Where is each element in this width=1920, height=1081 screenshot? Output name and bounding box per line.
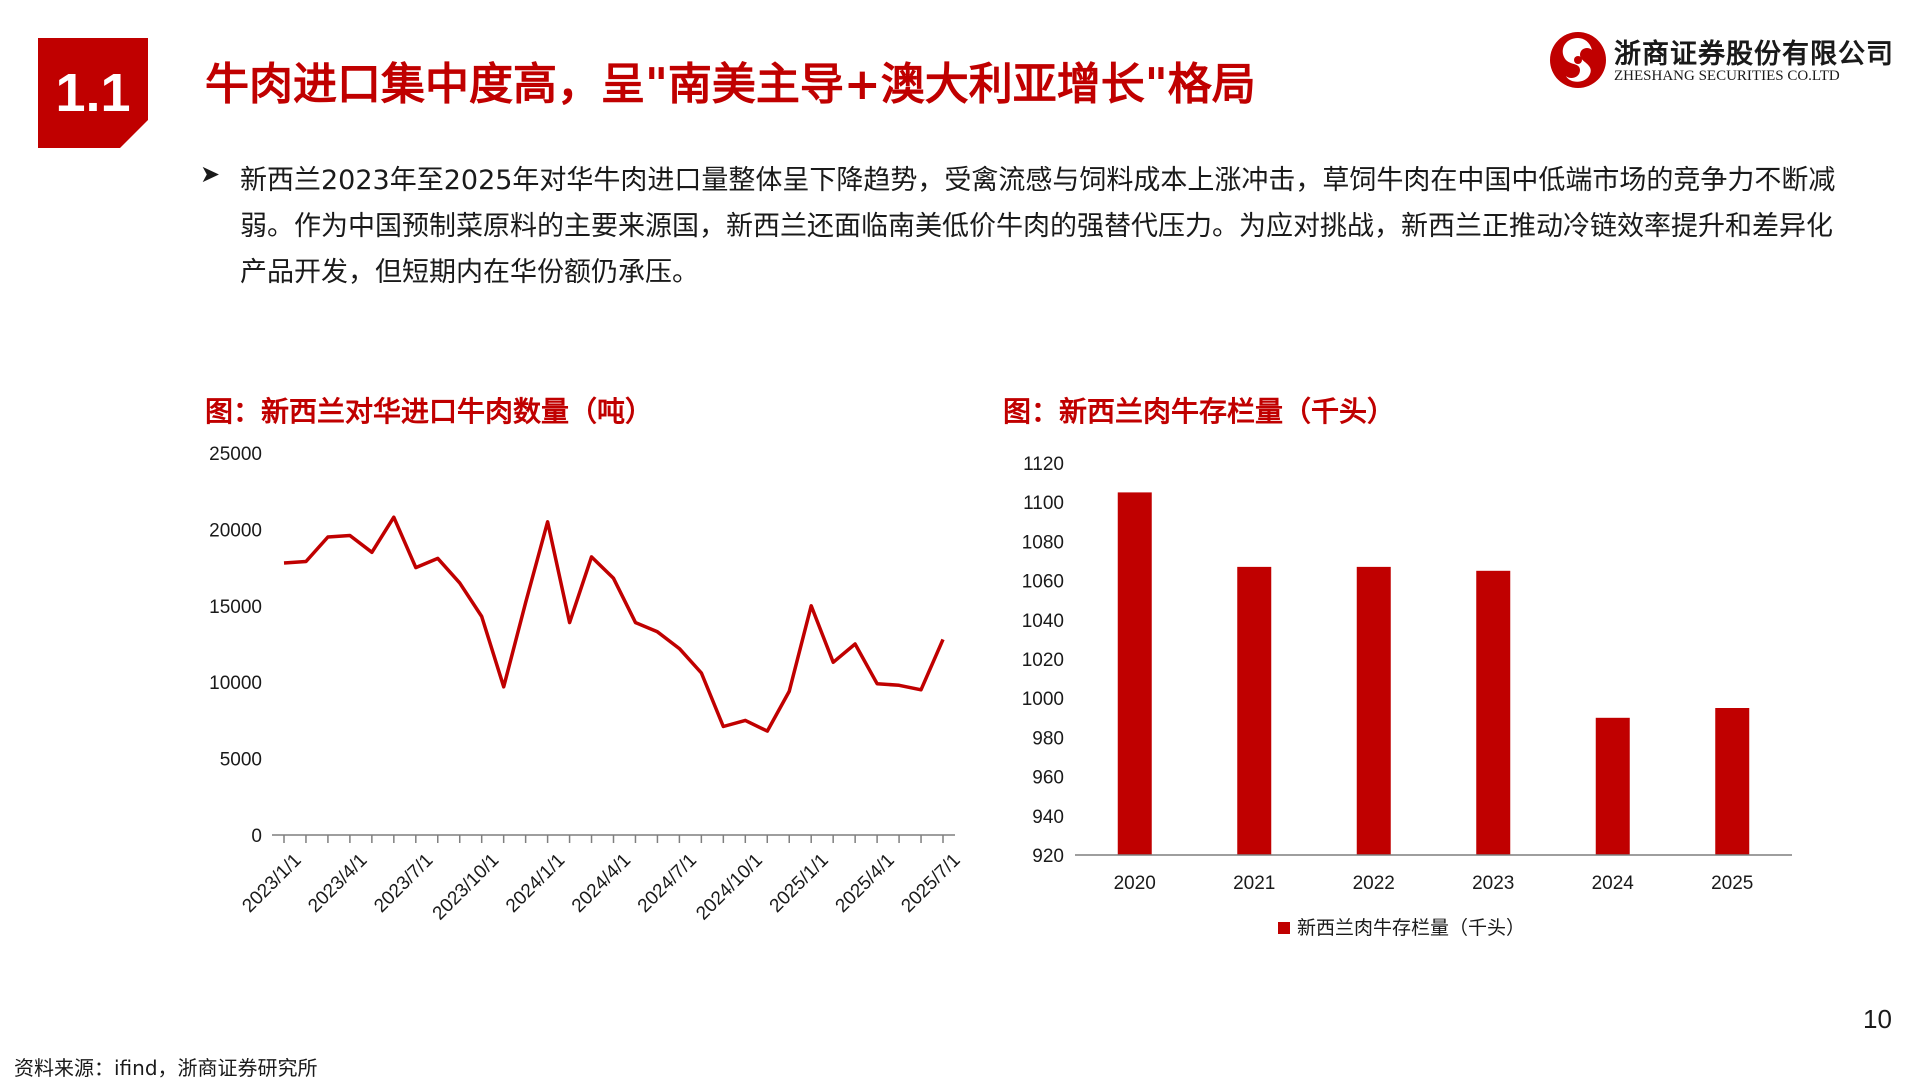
- y-tick-label: 1040: [1022, 611, 1064, 632]
- x-tick-label: 2020: [1114, 873, 1156, 894]
- y-tick-label: 1020: [1022, 650, 1064, 671]
- y-tick-label: 1100: [1023, 493, 1064, 514]
- y-tick-label: 920: [1032, 846, 1064, 867]
- y-tick-label: 1000: [1022, 689, 1064, 710]
- x-tick-label: 2024: [1592, 873, 1635, 894]
- x-tick-label: 2022: [1353, 873, 1395, 894]
- y-tick-label: 940: [1032, 807, 1064, 828]
- x-tick-label: 2023: [1472, 873, 1514, 894]
- page-number: 10: [1863, 1004, 1892, 1035]
- y-tick-label: 1120: [1023, 454, 1064, 475]
- bar: [1476, 571, 1510, 855]
- bar: [1596, 718, 1630, 855]
- legend-swatch: [1278, 922, 1290, 934]
- y-tick-label: 980: [1032, 728, 1064, 749]
- bar: [1237, 567, 1271, 855]
- y-tick-label: 960: [1032, 768, 1064, 789]
- bar: [1357, 567, 1391, 855]
- bar: [1715, 708, 1749, 855]
- y-tick-label: 1060: [1022, 572, 1064, 593]
- source-note: 资料来源：ifind，浙商证券研究所: [14, 1052, 318, 1081]
- y-tick-label: 1080: [1022, 532, 1064, 553]
- legend-label: 新西兰肉牛存栏量（千头）: [1297, 917, 1525, 939]
- x-tick-label: 2021: [1233, 873, 1275, 894]
- bar: [1118, 492, 1152, 855]
- x-tick-label: 2025: [1711, 873, 1753, 894]
